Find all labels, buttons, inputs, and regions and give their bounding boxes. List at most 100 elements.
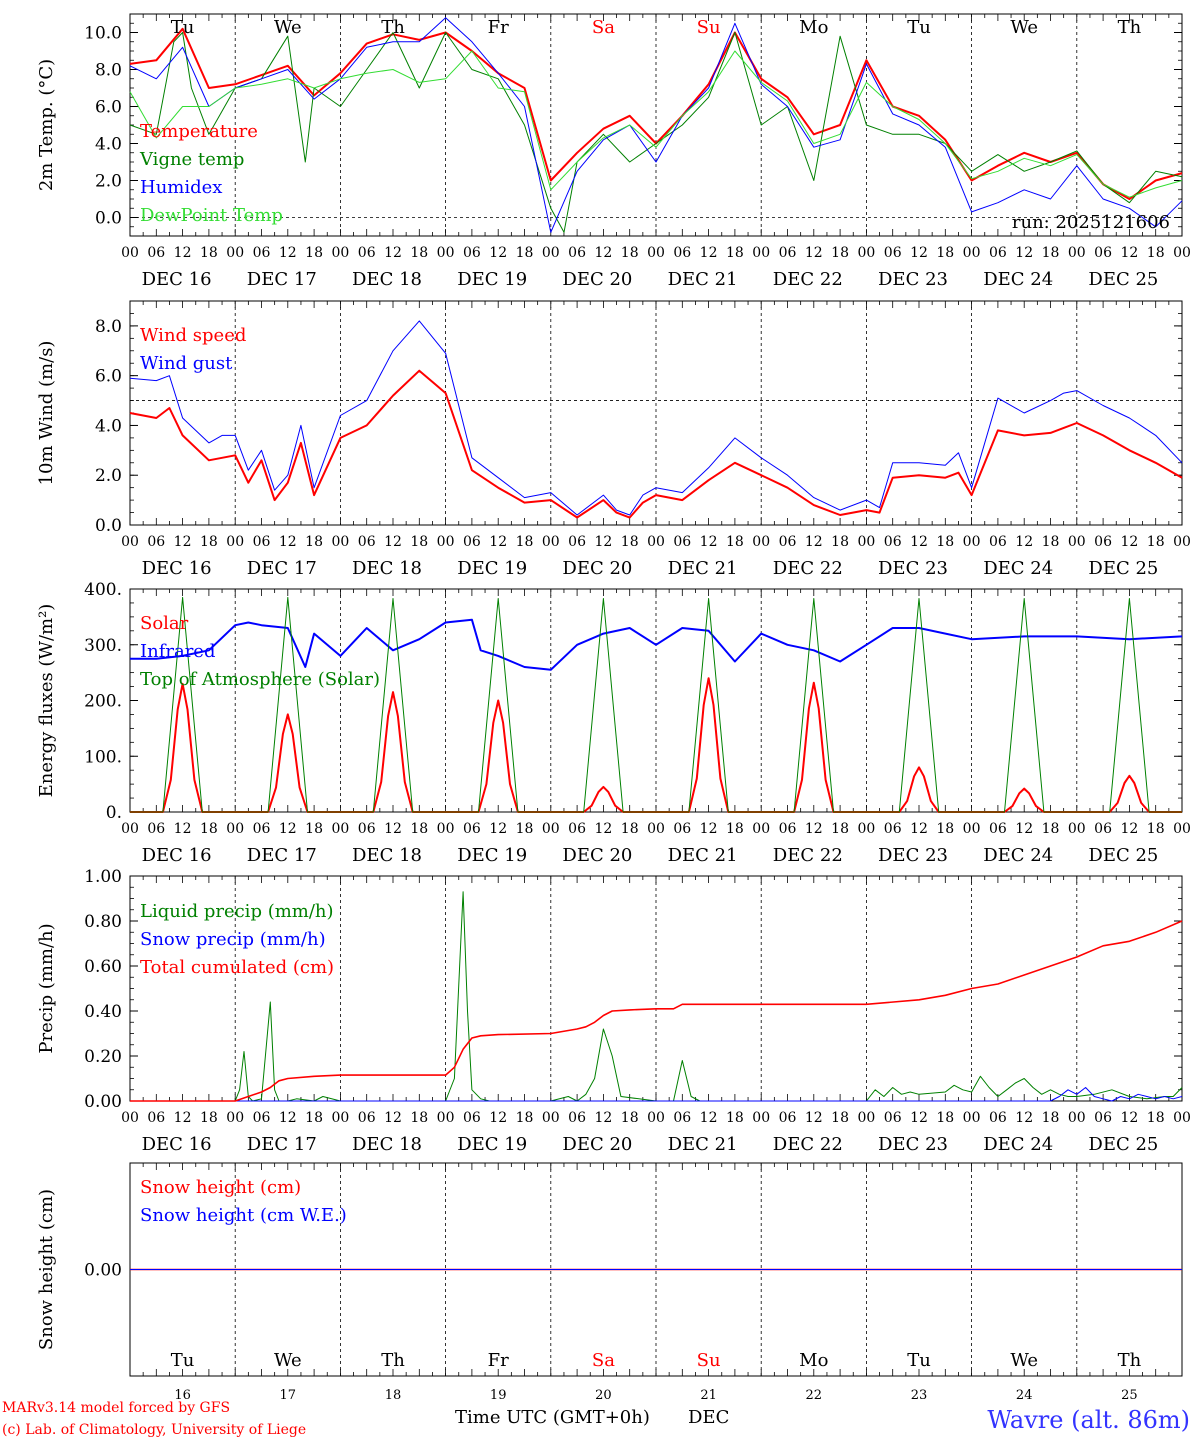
y-tick-label: 400. [84,580,122,600]
hour-tick-label: 00 [752,1110,770,1126]
hour-tick-label: 00 [1173,534,1191,550]
day-name-label: Th [1118,17,1142,38]
hour-tick-label: 00 [857,821,875,837]
hour-tick-label: 18 [831,821,849,837]
hour-tick-label: 18 [1147,821,1165,837]
hour-tick-label: 18 [1147,534,1165,550]
hour-tick-label: 00 [542,245,560,261]
hour-tick-label: 18 [516,821,534,837]
hour-tick-label: 06 [989,1110,1007,1126]
day-name-label: Th [1118,1350,1142,1371]
legend-entry: Humidex [140,177,222,198]
y-tick-label: 100. [84,747,122,767]
day-name-label: Sa [592,17,615,38]
hour-tick-label: 06 [779,821,797,837]
date-label: DEC 23 [878,558,948,579]
hour-tick-label: 12 [489,534,507,550]
hour-tick-label: 12 [910,1110,928,1126]
model-credit: MARv3.14 model forced by GFS [2,1400,230,1416]
date-label: DEC 25 [1088,558,1158,579]
legend-entry: Temperature [140,121,258,142]
day-name-label: Tu [907,17,931,38]
y-axis-label: 2m Temp. (°C) [36,59,57,191]
date-label: DEC 25 [1088,1134,1158,1155]
hour-tick-label: 00 [121,1110,139,1126]
y-tick-label: 0.80 [84,912,122,932]
hour-tick-label: 18 [621,245,639,261]
date-label: DEC 17 [247,558,317,579]
hour-tick-label: 12 [594,245,612,261]
day-name-label: Mo [799,1350,828,1371]
date-label: DEC 18 [352,269,422,290]
date-label: DEC 16 [142,1134,212,1155]
hour-tick-label: 12 [279,1110,297,1126]
hour-tick-label: 06 [253,245,271,261]
day-number-label: 17 [280,1388,297,1403]
hour-tick-label: 18 [621,534,639,550]
hour-tick-label: 12 [1015,534,1033,550]
hour-tick-label: 12 [1120,821,1138,837]
meteogram-panels: 0.0 2.0 4.0 6.0 8.0 10.0 2m Temp. (°C) Temperat… [36,13,1191,1403]
hour-tick-label: 12 [700,1110,718,1126]
run-label: run: 2025121606 [1012,212,1170,233]
y-tick-label: 2.0 [95,172,122,192]
hour-tick-label: 06 [989,534,1007,550]
date-label: DEC 22 [773,1134,843,1155]
day-name-label: We [274,1350,302,1371]
date-label: DEC 23 [878,1134,948,1155]
day-name-label: Sa [592,1350,615,1371]
hour-tick-label: 06 [568,1110,586,1126]
hour-tick-label: 00 [542,821,560,837]
hour-tick-label: 12 [910,534,928,550]
hour-tick-label: 12 [1120,245,1138,261]
y-tick-label: 0.00 [84,1092,122,1112]
hour-tick-label: 18 [305,534,323,550]
hour-tick-label: 06 [673,245,691,261]
date-label: DEC 21 [668,845,738,866]
hour-tick-label: 00 [1068,821,1086,837]
hour-tick-label: 12 [174,534,192,550]
hour-tick-label: 00 [857,245,875,261]
hour-tick-label: 12 [384,821,402,837]
legend-entry: Snow height (cm) [140,1177,301,1198]
date-label: DEC 18 [352,1134,422,1155]
hour-tick-label: 18 [516,1110,534,1126]
y-tick-label: 0. [106,803,122,823]
hour-tick-label: 00 [226,821,244,837]
hour-tick-label: 12 [384,1110,402,1126]
date-label: DEC 21 [668,558,738,579]
hour-tick-label: 06 [779,1110,797,1126]
date-label: DEC 23 [878,845,948,866]
hour-tick-label: 00 [857,534,875,550]
hour-tick-label: 00 [437,534,455,550]
day-number-label: 24 [1016,1388,1033,1403]
date-label: DEC 20 [562,558,632,579]
hour-tick-label: 06 [1094,821,1112,837]
hour-tick-label: 06 [358,245,376,261]
hour-tick-label: 00 [752,534,770,550]
hour-tick-label: 00 [963,1110,981,1126]
hour-tick-label: 18 [410,534,428,550]
hour-tick-label: 00 [1173,245,1191,261]
hour-tick-label: 12 [279,245,297,261]
day-name-label: We [1010,17,1038,38]
day-number-label: 16 [174,1388,191,1403]
hour-tick-label: 06 [1094,534,1112,550]
hour-tick-label: 18 [1042,821,1060,837]
hour-tick-label: 18 [831,1110,849,1126]
hour-tick-label: 18 [1147,1110,1165,1126]
hour-tick-label: 18 [200,245,218,261]
hour-tick-label: 06 [463,534,481,550]
date-label: DEC 20 [562,845,632,866]
hour-tick-label: 18 [831,534,849,550]
legend-entry: Infrared [140,641,215,662]
hour-tick-label: 00 [1068,1110,1086,1126]
hour-tick-label: 12 [805,821,823,837]
date-label: DEC 25 [1088,845,1158,866]
y-axis-label: Precip (mm/h) [36,923,57,1053]
hour-tick-label: 12 [489,245,507,261]
legend-entry: Liquid precip (mm/h) [140,901,334,922]
hour-tick-label: 18 [410,821,428,837]
hour-tick-label: 18 [726,821,744,837]
y-tick-label: 4.0 [95,416,122,436]
